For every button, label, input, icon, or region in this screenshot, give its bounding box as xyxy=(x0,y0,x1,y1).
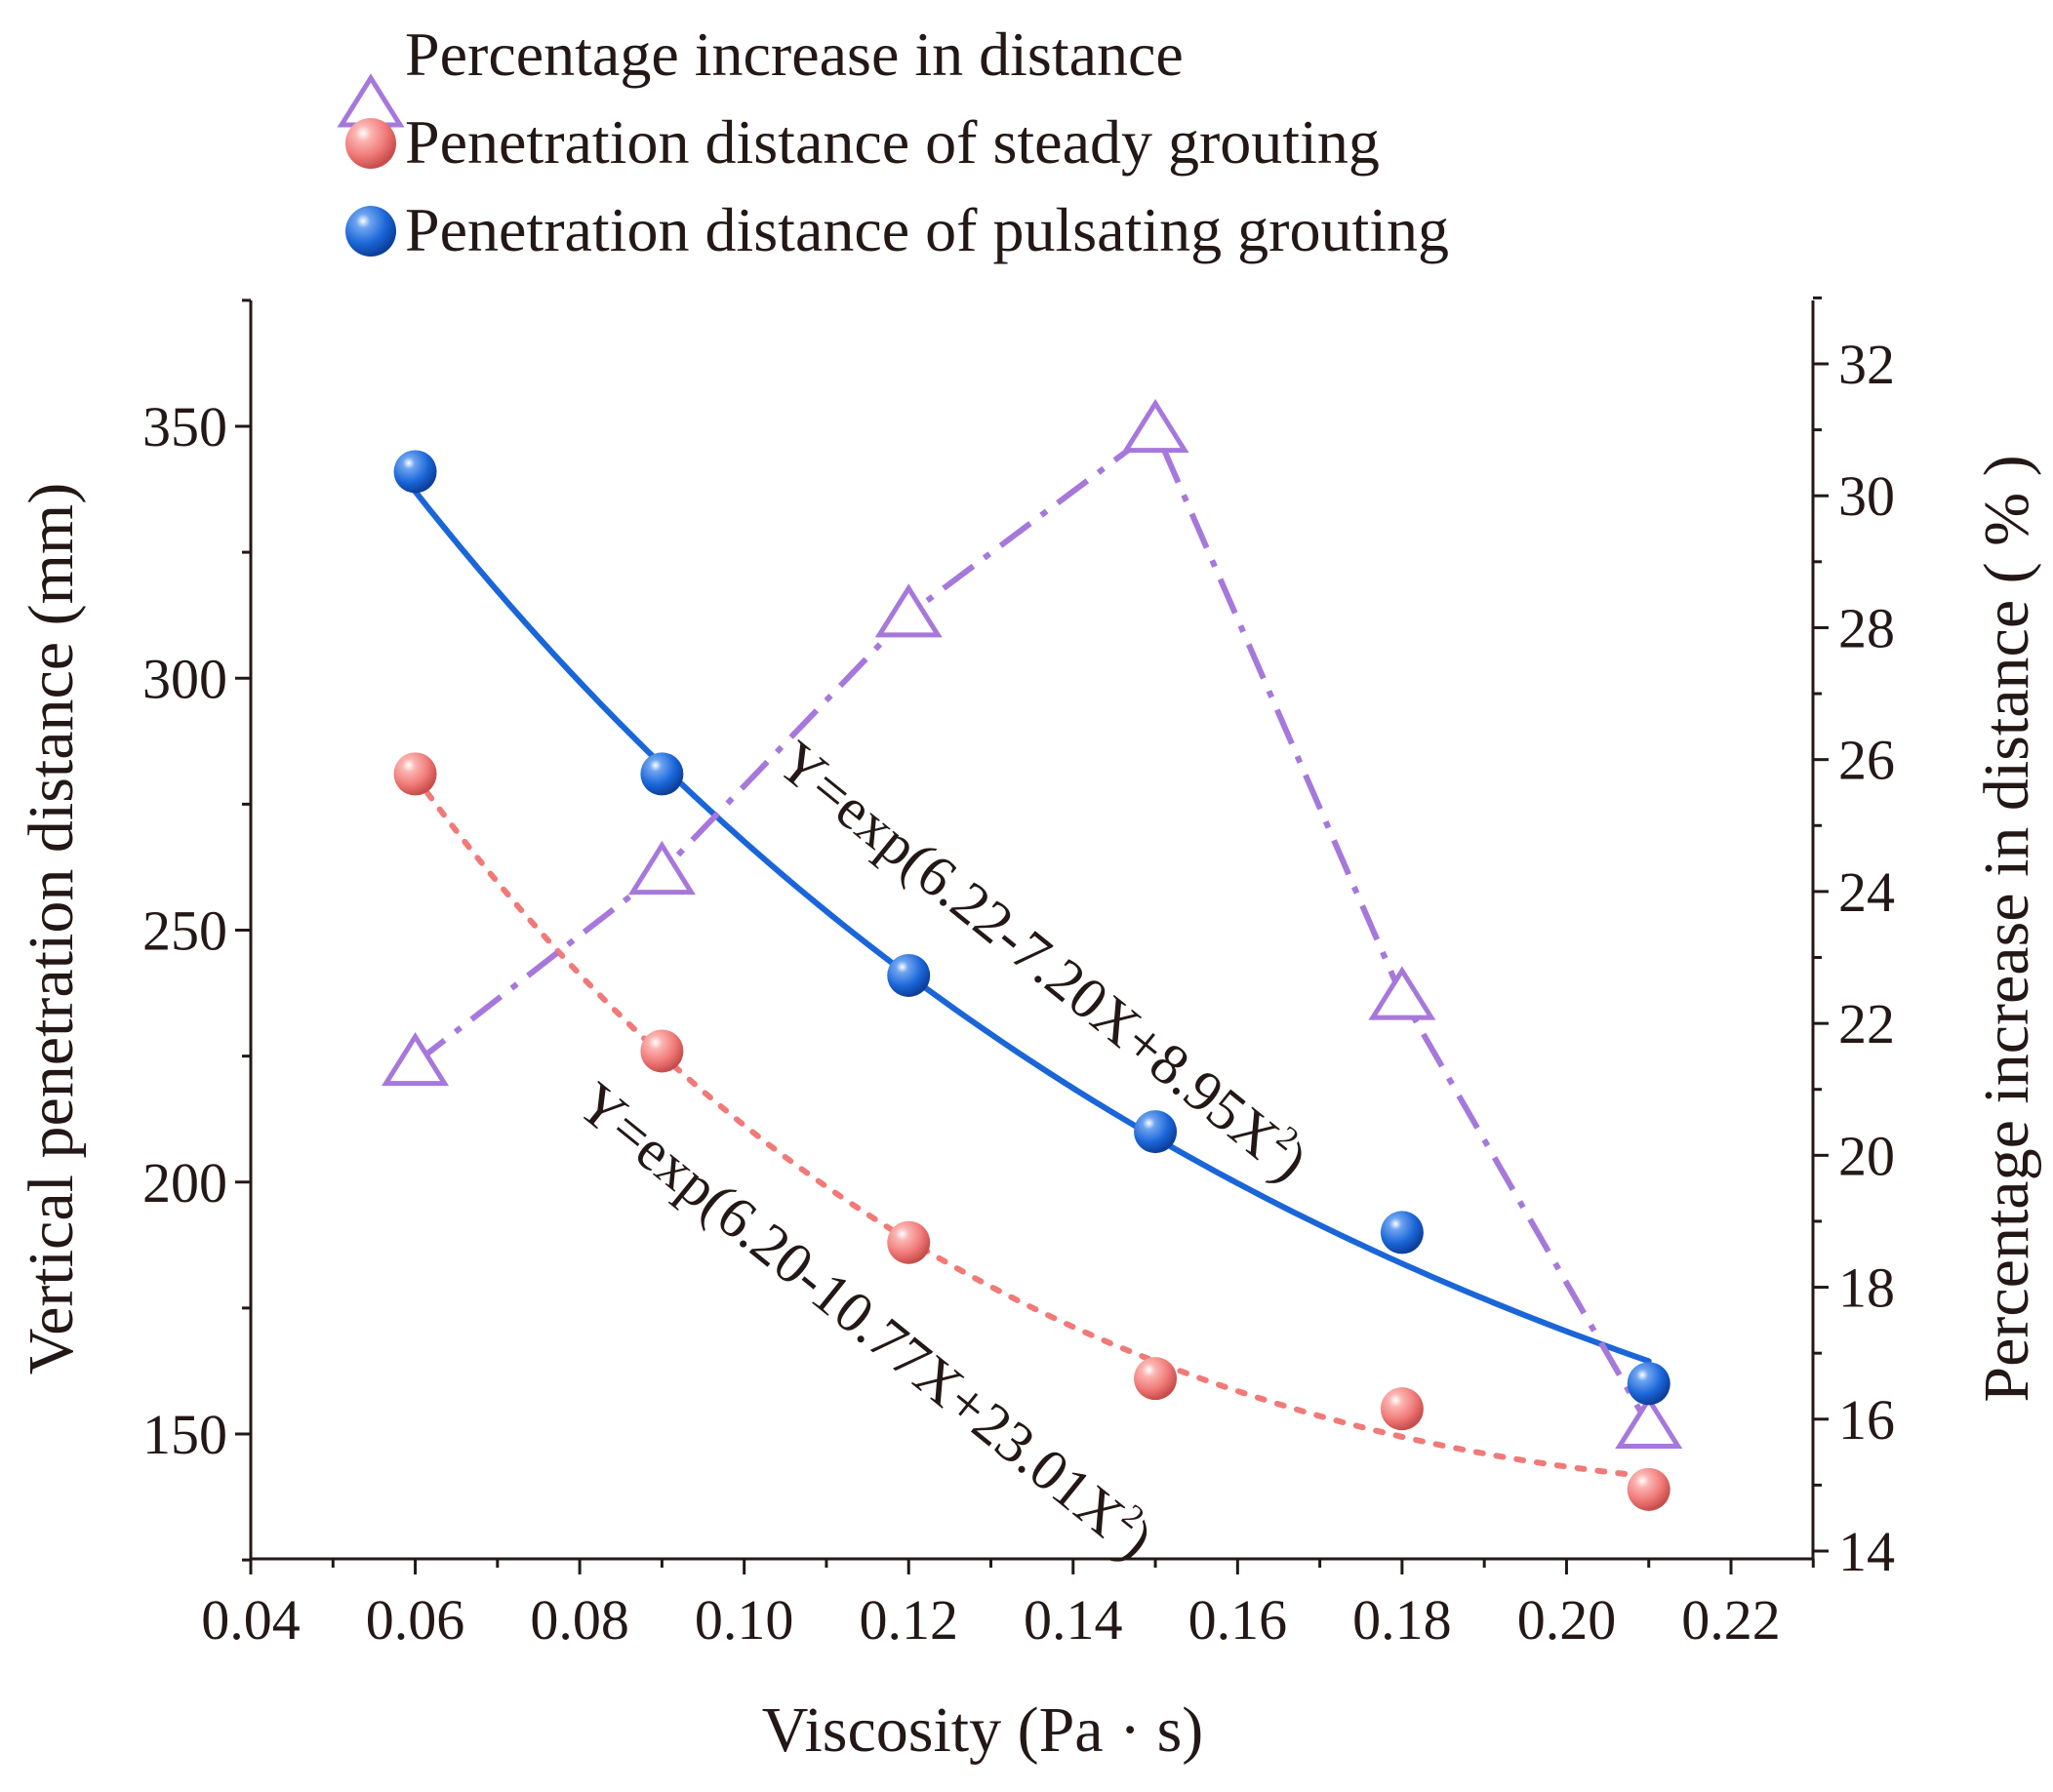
percentage-increase-point xyxy=(382,1031,450,1087)
percentage-increase-point xyxy=(1615,1394,1683,1450)
steady-grouting-point xyxy=(887,1220,931,1264)
steady-fit-equation-main: Y=exp(6.20-10.77X+23.01X xyxy=(566,1070,1137,1549)
x-axis-title: Viscosity (Pa · s) xyxy=(762,1694,1204,1766)
pulsating-fit-curve xyxy=(412,488,1652,1365)
steady-grouting-point xyxy=(640,1029,684,1073)
pulsating-grouting-point xyxy=(393,450,437,494)
pulsating-points xyxy=(393,450,1671,1406)
y-right-axis-ticks: 14 16 18 20 22 24 26 28 30 32 xyxy=(1813,296,1895,1583)
x-tick-label: 0.04 xyxy=(201,1588,301,1652)
percentage-increase-point xyxy=(1121,398,1189,454)
y-left-tick-label: 350 xyxy=(142,395,227,458)
x-tick-label: 0.06 xyxy=(366,1588,465,1652)
y-left-tick-label: 300 xyxy=(142,647,227,710)
y-right-tick-label: 14 xyxy=(1838,1520,1895,1583)
y-left-tick-label: 250 xyxy=(142,899,227,963)
legend: Percentage increase in distance Penetrat… xyxy=(337,20,1449,264)
legend-triangle-marker xyxy=(337,73,405,128)
percentage-increase-point xyxy=(1368,966,1436,1020)
steady-fit-curve xyxy=(412,773,1652,1480)
x-tick-label: 0.18 xyxy=(1352,1588,1452,1652)
percentage-increase-point xyxy=(627,840,696,896)
x-tick-label: 0.20 xyxy=(1517,1588,1617,1652)
x-tick-label: 0.14 xyxy=(1024,1588,1123,1652)
pulsating-grouting-point xyxy=(640,752,684,796)
percentage-increase-point xyxy=(874,583,943,638)
y-right-tick-label: 22 xyxy=(1838,992,1895,1055)
legend-item-pulsating: Penetration distance of pulsating grouti… xyxy=(345,195,1449,264)
y-right-axis-title: Percentage increase in distance ( % ) xyxy=(1971,455,2042,1402)
steady-grouting-point xyxy=(1134,1357,1178,1401)
steady-points xyxy=(393,752,1671,1511)
y-right-tick-label: 18 xyxy=(1838,1256,1895,1320)
legend-item-steady: Penetration distance of steady grouting xyxy=(345,107,1380,177)
legend-pulsating-marker xyxy=(345,206,396,257)
x-axis-ticks: 0.04 0.06 0.08 0.10 0.12 0.14 0.16 0.18 0.20 0.22 xyxy=(201,1559,1815,1652)
y-right-tick-label: 30 xyxy=(1838,464,1895,528)
x-tick-label: 0.22 xyxy=(1681,1588,1781,1652)
fit-lines xyxy=(412,488,1652,1480)
y-left-axis-ticks: 150 200 250 300 350 xyxy=(142,299,251,1562)
legend-label-triangle: Percentage increase in distance xyxy=(405,20,1184,89)
y-right-tick-label: 20 xyxy=(1838,1124,1895,1187)
y-left-tick-label: 200 xyxy=(142,1151,227,1215)
y-left-axis-title: Vertical penetration distance (mm) xyxy=(16,483,87,1374)
steady-grouting-point xyxy=(1627,1467,1671,1511)
steady-grouting-point xyxy=(393,752,437,796)
y-left-tick-label: 150 xyxy=(142,1403,227,1466)
triangle-series xyxy=(382,398,1683,1450)
pulsating-grouting-point xyxy=(1627,1362,1671,1406)
y-right-tick-label: 24 xyxy=(1838,860,1895,924)
legend-item-triangle: Percentage increase in distance xyxy=(337,20,1184,128)
pulsating-grouting-point xyxy=(887,953,931,997)
pulsating-fit-equation: Y=exp(6.22-7.20X+8.95X2) xyxy=(766,727,1320,1193)
legend-label-pulsating: Penetration distance of pulsating grouti… xyxy=(405,195,1449,264)
legend-label-steady: Penetration distance of steady grouting xyxy=(405,107,1380,177)
pulsating-grouting-point xyxy=(1380,1211,1424,1254)
y-right-tick-label: 32 xyxy=(1838,333,1895,396)
x-tick-label: 0.12 xyxy=(859,1588,958,1652)
steady-grouting-point xyxy=(1380,1387,1424,1431)
legend-steady-marker xyxy=(345,118,396,169)
pulsating-fit-equation-main: Y=exp(6.22-7.20X+8.95X xyxy=(766,729,1291,1172)
pulsating-grouting-point xyxy=(1134,1110,1178,1154)
x-tick-label: 0.08 xyxy=(530,1588,629,1652)
y-right-tick-label: 26 xyxy=(1838,729,1895,792)
steady-fit-equation: Y=exp(6.20-10.77X+23.01X2) xyxy=(566,1068,1166,1572)
x-tick-label: 0.16 xyxy=(1188,1588,1288,1652)
x-tick-label: 0.10 xyxy=(695,1588,794,1652)
y-right-tick-label: 28 xyxy=(1838,596,1895,659)
y-right-tick-label: 16 xyxy=(1838,1388,1895,1452)
